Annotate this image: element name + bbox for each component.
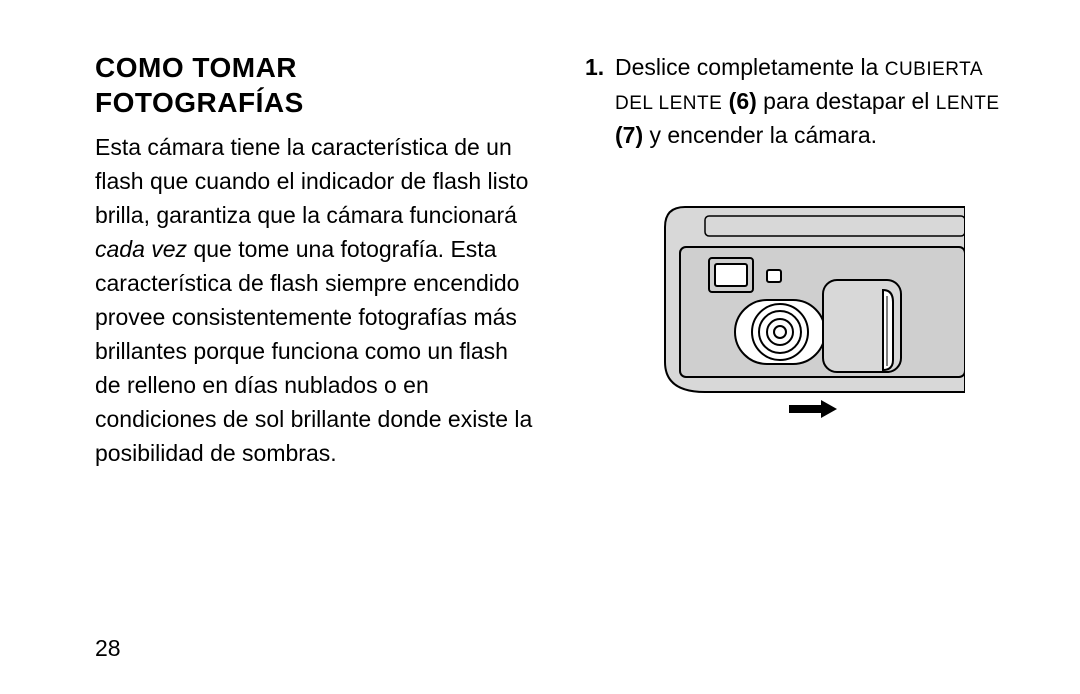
title-line-2: FOTOGRAFÍAS	[95, 87, 304, 118]
page-container: COMO TOMAR FOTOGRAFÍAS Esta cámara tiene…	[95, 50, 1025, 664]
step-seg2: para destapar el	[763, 88, 936, 114]
ref-6: (6)	[722, 88, 763, 114]
intro-emphasis: cada vez	[95, 236, 187, 262]
step-number: 1.	[585, 50, 604, 84]
intro-paragraph: Esta cámara tiene la característica de u…	[95, 130, 535, 470]
step-1: 1. Deslice completamente la CUBIERTA DEL…	[585, 50, 1025, 152]
left-column: COMO TOMAR FOTOGRAFÍAS Esta cámara tiene…	[95, 50, 535, 664]
intro-pre: Esta cámara tiene la característica de u…	[95, 134, 528, 228]
lens-ref: LENTE	[936, 93, 1000, 114]
camera-illustration	[585, 192, 1025, 427]
title-line-1: COMO TOMAR	[95, 52, 297, 83]
step-seg3: y encender la cámara.	[650, 122, 878, 148]
section-title: COMO TOMAR FOTOGRAFÍAS	[95, 50, 535, 120]
intro-post: que tome una fotografía. Esta caracterís…	[95, 236, 532, 466]
ref-7: (7)	[615, 122, 650, 148]
page-number: 28	[95, 635, 121, 662]
camera-svg	[645, 192, 965, 422]
right-column: 1. Deslice completamente la CUBIERTA DEL…	[585, 50, 1025, 664]
step-seg1: Deslice completamente la	[615, 54, 885, 80]
